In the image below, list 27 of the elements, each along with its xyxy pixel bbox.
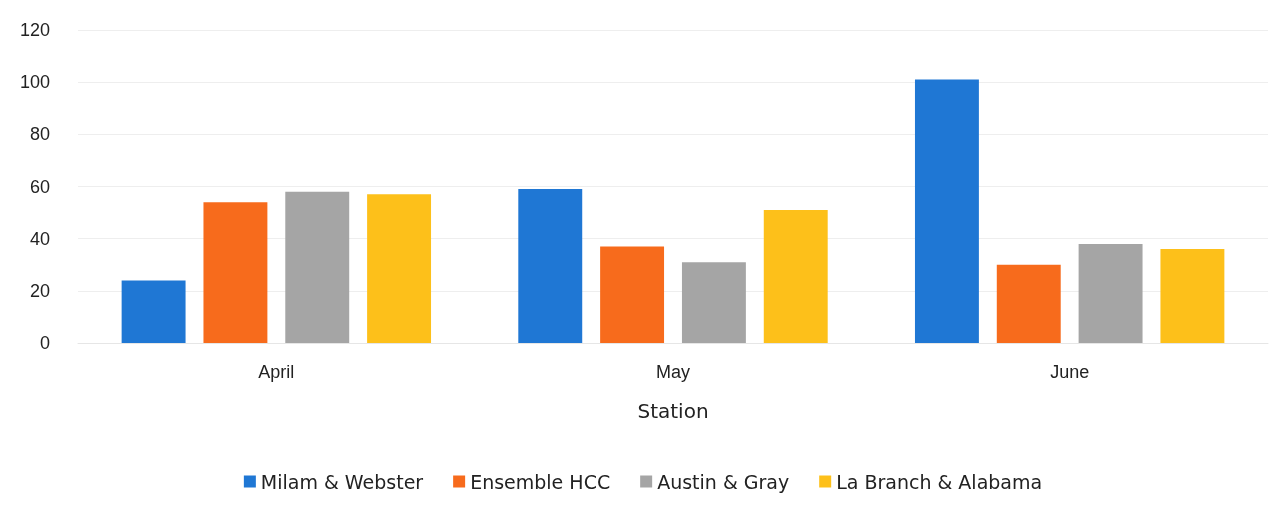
y-tick-label: 60 (29, 176, 50, 197)
bar (996, 264, 1061, 343)
bar (203, 202, 268, 343)
x-tick-label: May (655, 362, 691, 382)
x-tick-label: April (258, 362, 295, 382)
bar (600, 246, 665, 343)
y-tick-label: 0 (39, 333, 50, 353)
y-tick-label: 20 (29, 280, 50, 301)
y-tick-label: 100 (19, 72, 50, 93)
bar (763, 209, 828, 343)
x-tick-label: June (1050, 362, 1090, 382)
legend-label: Austin & Gray (657, 470, 790, 493)
bar (518, 189, 583, 343)
bar (367, 194, 432, 343)
y-tick-label: 80 (29, 124, 50, 145)
y-tick-label: 120 (19, 20, 50, 40)
bar (914, 79, 979, 343)
legend-label: Ensemble HCC (470, 470, 611, 493)
bar (121, 280, 186, 343)
legend-label: La Branch & Alabama (836, 470, 1043, 493)
bar (681, 262, 746, 343)
x-axis-title: Station (637, 399, 709, 423)
y-tick-label: 40 (29, 228, 50, 249)
bar (285, 191, 350, 343)
bar (1160, 249, 1225, 343)
bar (1078, 243, 1143, 343)
legend-label: Milam & Webster (260, 470, 424, 493)
